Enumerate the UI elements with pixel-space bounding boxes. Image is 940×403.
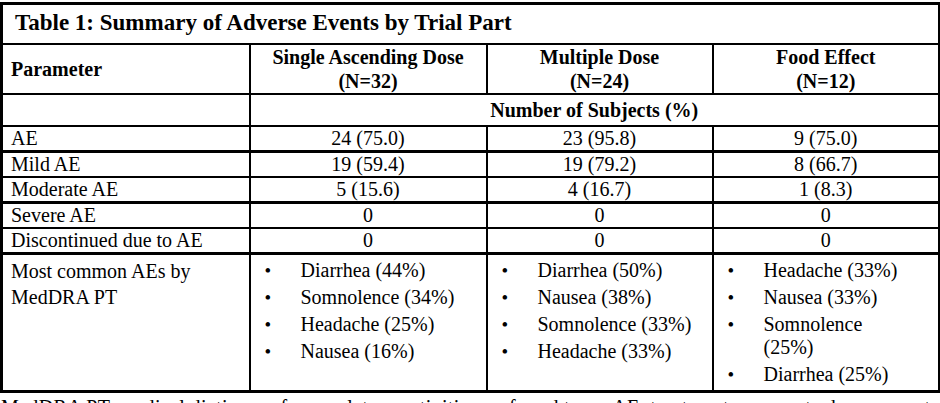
ae-list-item: •Headache (33%)	[488, 340, 712, 363]
value-cell-md-list: •Diarrhea (50%) •Nausea (38%) •Somnolenc…	[487, 254, 713, 392]
bullet-icon: •	[488, 340, 538, 363]
value-cell: 4 (16.7)	[487, 177, 713, 203]
value-cell: 19 (59.4)	[250, 152, 487, 178]
ae-list: •Diarrhea (50%) •Nausea (38%) •Somnolenc…	[488, 259, 712, 363]
ae-list-item: •Diarrhea (25%)	[714, 363, 939, 386]
value-cell: 1 (8.3)	[713, 177, 940, 203]
table-header-row: Parameter Single Ascending Dose (N=32) M…	[2, 44, 940, 94]
value-cell: 24 (75.0)	[250, 126, 487, 152]
bullet-icon: •	[488, 286, 538, 309]
ae-list-item: •Somnolence (34%)	[251, 286, 486, 309]
ae-list-item: •Nausea (16%)	[251, 340, 486, 363]
value-cell: 0	[487, 203, 713, 229]
ae-list-item: •Nausea (33%)	[714, 286, 939, 309]
ae-list: •Diarrhea (44%) •Somnolence (34%) •Heada…	[251, 259, 486, 363]
ae-list-item: •Somnolence (25%)	[714, 313, 939, 359]
empty-cell	[2, 94, 250, 126]
value-cell-fe-list: •Headache (33%) •Nausea (33%) •Somnolenc…	[713, 254, 940, 392]
table-title: Table 1: Summary of Adverse Events by Tr…	[2, 4, 940, 45]
group-n: (N=32)	[251, 69, 486, 93]
parameter-cell: Moderate AE	[2, 177, 250, 203]
column-header-multiple-dose: Multiple Dose (N=24)	[487, 44, 713, 94]
bullet-icon: •	[488, 313, 538, 336]
value-cell: 8 (66.7)	[713, 152, 940, 178]
value-cell: 0	[250, 228, 487, 254]
bullet-icon: •	[251, 259, 301, 282]
column-header-parameter: Parameter	[2, 44, 250, 94]
table-row-ae: AE 24 (75.0) 23 (95.8) 9 (75.0)	[2, 126, 940, 152]
value-cell: 0	[713, 203, 940, 229]
value-cell: 0	[487, 228, 713, 254]
bullet-icon: •	[251, 286, 301, 309]
footnote: MedDRA PT, medical dictionary for regula…	[0, 396, 940, 403]
table-row: Table 1: Summary of Adverse Events by Tr…	[2, 4, 940, 45]
ae-list: •Headache (33%) •Nausea (33%) •Somnolenc…	[714, 259, 939, 386]
parameter-cell: AE	[2, 126, 250, 152]
subheader-number-of-subjects: Number of Subjects (%)	[250, 94, 940, 126]
value-cell-sad-list: •Diarrhea (44%) •Somnolence (34%) •Heada…	[250, 254, 487, 392]
table-row-severe-ae: Severe AE 0 0 0	[2, 203, 940, 229]
table-row-moderate-ae: Moderate AE 5 (15.6) 4 (16.7) 1 (8.3)	[2, 177, 940, 203]
group-label: Food Effect	[714, 45, 939, 69]
parameter-cell: Mild AE	[2, 152, 250, 178]
bullet-icon: •	[251, 313, 301, 336]
bullet-icon: •	[251, 340, 301, 363]
bullet-icon: •	[714, 259, 764, 282]
table-row-most-common-aes: Most common AEs by MedDRA PT •Diarrhea (…	[2, 254, 940, 392]
adverse-events-table: Table 1: Summary of Adverse Events by Tr…	[0, 2, 940, 393]
group-n: (N=12)	[714, 69, 939, 93]
ae-list-item: •Somnolence (33%)	[488, 313, 712, 336]
parameter-cell: Severe AE	[2, 203, 250, 229]
bullet-icon: •	[714, 286, 764, 309]
bullet-icon: •	[714, 313, 764, 359]
table-row-discontinued: Discontinued due to AE 0 0 0	[2, 228, 940, 254]
parameter-cell: Most common AEs by MedDRA PT	[2, 254, 250, 392]
ae-list-item: •Headache (25%)	[251, 313, 486, 336]
table-row-mild-ae: Mild AE 19 (59.4) 19 (79.2) 8 (66.7)	[2, 152, 940, 178]
value-cell: 0	[250, 203, 487, 229]
value-cell: 19 (79.2)	[487, 152, 713, 178]
parameter-cell: Discontinued due to AE	[2, 228, 250, 254]
group-label: Multiple Dose	[488, 45, 712, 69]
ae-list-item: •Nausea (38%)	[488, 286, 712, 309]
value-cell: 23 (95.8)	[487, 126, 713, 152]
value-cell: 0	[713, 228, 940, 254]
column-header-single-ascending-dose: Single Ascending Dose (N=32)	[250, 44, 487, 94]
table-row: Number of Subjects (%)	[2, 94, 940, 126]
ae-list-item: •Headache (33%)	[714, 259, 939, 282]
value-cell: 5 (15.6)	[250, 177, 487, 203]
bullet-icon: •	[488, 259, 538, 282]
group-n: (N=24)	[488, 69, 712, 93]
ae-list-item: •Diarrhea (50%)	[488, 259, 712, 282]
bullet-icon: •	[714, 363, 764, 386]
value-cell: 9 (75.0)	[713, 126, 940, 152]
column-header-food-effect: Food Effect (N=12)	[713, 44, 940, 94]
group-label: Single Ascending Dose	[251, 45, 486, 69]
ae-list-item: •Diarrhea (44%)	[251, 259, 486, 282]
